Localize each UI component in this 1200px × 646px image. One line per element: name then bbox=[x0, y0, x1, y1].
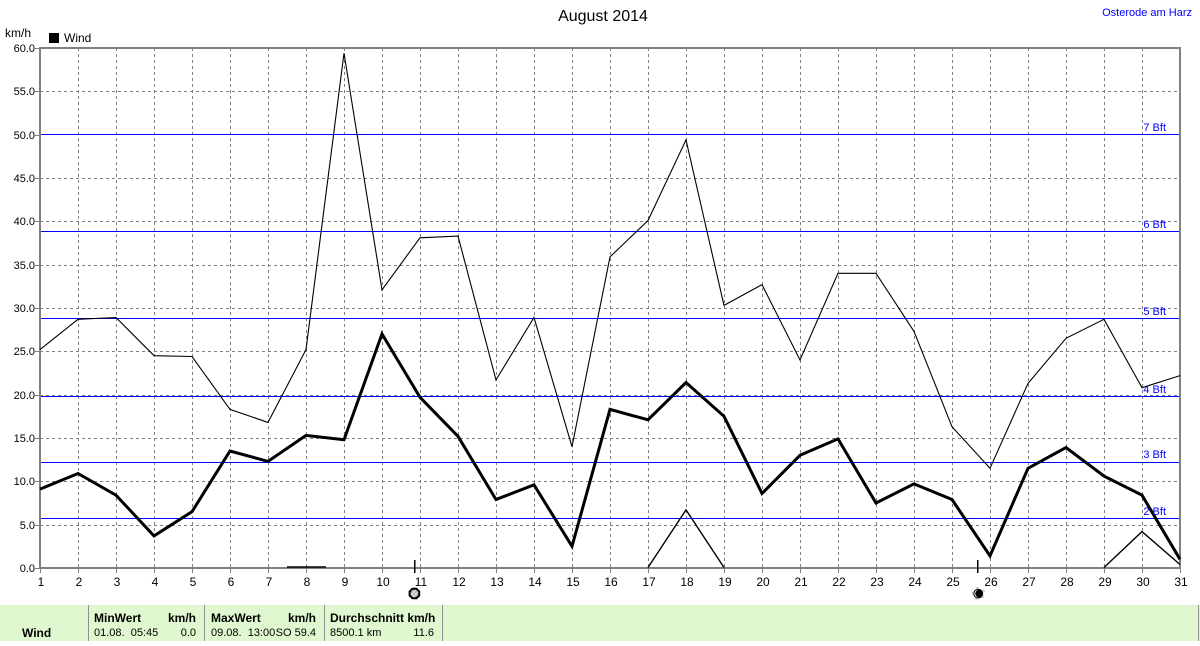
svg-text:0.0: 0.0 bbox=[181, 627, 196, 639]
svg-text:50.0: 50.0 bbox=[14, 130, 35, 142]
svg-text:14: 14 bbox=[528, 575, 542, 589]
svg-text:8: 8 bbox=[304, 575, 311, 589]
svg-text:29: 29 bbox=[1098, 575, 1112, 589]
svg-text:20: 20 bbox=[756, 575, 770, 589]
svg-text:Wind: Wind bbox=[64, 31, 91, 45]
svg-text:3: 3 bbox=[114, 575, 121, 589]
svg-text:3 Bft: 3 Bft bbox=[1143, 449, 1166, 461]
svg-text:5 Bft: 5 Bft bbox=[1143, 306, 1166, 318]
svg-text:SO 59.4: SO 59.4 bbox=[276, 627, 316, 639]
svg-text:6: 6 bbox=[228, 575, 235, 589]
svg-text:09.08. 13:00: 09.08. 13:00 bbox=[211, 627, 275, 639]
svg-text:4: 4 bbox=[152, 575, 159, 589]
svg-text:9: 9 bbox=[342, 575, 349, 589]
svg-text:22: 22 bbox=[832, 575, 846, 589]
svg-text:30: 30 bbox=[1136, 575, 1150, 589]
svg-text:1: 1 bbox=[38, 575, 45, 589]
svg-text:11.6: 11.6 bbox=[413, 627, 434, 639]
svg-text:16: 16 bbox=[604, 575, 618, 589]
svg-text:6 Bft: 6 Bft bbox=[1143, 219, 1166, 231]
svg-text:10: 10 bbox=[376, 575, 390, 589]
svg-text:40.0: 40.0 bbox=[14, 216, 35, 228]
svg-text:20.0: 20.0 bbox=[14, 390, 35, 402]
svg-text:30.0: 30.0 bbox=[14, 303, 35, 315]
svg-text:45.0: 45.0 bbox=[14, 173, 35, 185]
svg-text:km/h: km/h bbox=[168, 611, 196, 625]
svg-text:15.0: 15.0 bbox=[14, 433, 35, 445]
svg-text:0.0: 0.0 bbox=[20, 563, 35, 575]
svg-text:MinWert: MinWert bbox=[94, 611, 141, 625]
svg-text:17: 17 bbox=[642, 575, 656, 589]
svg-text:60.0: 60.0 bbox=[14, 43, 35, 55]
svg-text:km/h: km/h bbox=[5, 26, 31, 40]
svg-text:7 Bft: 7 Bft bbox=[1143, 122, 1166, 134]
svg-text:10.0: 10.0 bbox=[14, 476, 35, 488]
svg-text:5.0: 5.0 bbox=[20, 520, 35, 532]
svg-text:7: 7 bbox=[266, 575, 273, 589]
svg-text:8500.1 km: 8500.1 km bbox=[330, 627, 381, 639]
svg-text:28: 28 bbox=[1060, 575, 1074, 589]
svg-text:2: 2 bbox=[76, 575, 83, 589]
svg-text:13: 13 bbox=[490, 575, 504, 589]
svg-text:2 Bft: 2 Bft bbox=[1143, 506, 1166, 518]
svg-text:01.08. 05:45: 01.08. 05:45 bbox=[94, 627, 158, 639]
svg-text:18: 18 bbox=[680, 575, 694, 589]
svg-text:Osterode am Harz: Osterode am Harz bbox=[1102, 7, 1192, 19]
svg-text:4 Bft: 4 Bft bbox=[1143, 384, 1166, 396]
svg-text:MaxWert: MaxWert bbox=[211, 611, 261, 625]
svg-text:5: 5 bbox=[190, 575, 197, 589]
svg-text:Wind: Wind bbox=[22, 626, 51, 640]
svg-text:August 2014: August 2014 bbox=[558, 8, 648, 25]
svg-text:15: 15 bbox=[566, 575, 580, 589]
svg-text:27: 27 bbox=[1022, 575, 1036, 589]
svg-text:26: 26 bbox=[984, 575, 998, 589]
svg-text:19: 19 bbox=[718, 575, 732, 589]
svg-text:35.0: 35.0 bbox=[14, 260, 35, 272]
svg-text:12: 12 bbox=[452, 575, 466, 589]
svg-text:55.0: 55.0 bbox=[14, 86, 35, 98]
svg-text:km/h: km/h bbox=[288, 611, 316, 625]
svg-text:21: 21 bbox=[794, 575, 808, 589]
svg-text:24: 24 bbox=[908, 575, 922, 589]
svg-text:Durchschnitt km/h: Durchschnitt km/h bbox=[330, 611, 435, 625]
svg-text:23: 23 bbox=[870, 575, 884, 589]
svg-text:25: 25 bbox=[946, 575, 960, 589]
svg-text:31: 31 bbox=[1174, 575, 1188, 589]
svg-text:25.0: 25.0 bbox=[14, 346, 35, 358]
svg-text:11: 11 bbox=[415, 575, 428, 589]
